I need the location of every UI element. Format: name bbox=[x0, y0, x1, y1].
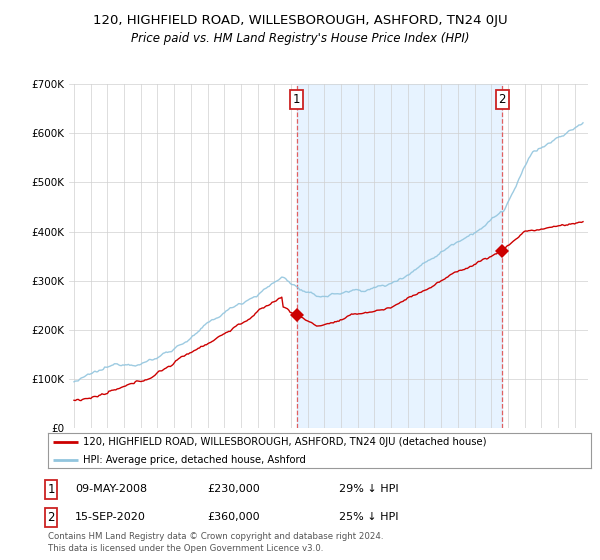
Text: 09-MAY-2008: 09-MAY-2008 bbox=[75, 484, 147, 494]
Bar bbox=[296, 84, 502, 428]
Text: 2: 2 bbox=[499, 93, 506, 106]
Text: Contains HM Land Registry data © Crown copyright and database right 2024.
This d: Contains HM Land Registry data © Crown c… bbox=[48, 532, 383, 553]
Text: 1: 1 bbox=[293, 93, 300, 106]
Text: HPI: Average price, detached house, Ashford: HPI: Average price, detached house, Ashf… bbox=[83, 455, 306, 465]
Text: 25% ↓ HPI: 25% ↓ HPI bbox=[339, 512, 398, 522]
Text: 2: 2 bbox=[47, 511, 55, 524]
Text: 1: 1 bbox=[47, 483, 55, 496]
Text: 120, HIGHFIELD ROAD, WILLESBOROUGH, ASHFORD, TN24 0JU (detached house): 120, HIGHFIELD ROAD, WILLESBOROUGH, ASHF… bbox=[83, 437, 487, 447]
Text: 120, HIGHFIELD ROAD, WILLESBOROUGH, ASHFORD, TN24 0JU: 120, HIGHFIELD ROAD, WILLESBOROUGH, ASHF… bbox=[92, 14, 508, 27]
Text: Price paid vs. HM Land Registry's House Price Index (HPI): Price paid vs. HM Land Registry's House … bbox=[131, 32, 469, 45]
Text: 15-SEP-2020: 15-SEP-2020 bbox=[75, 512, 146, 522]
Text: 29% ↓ HPI: 29% ↓ HPI bbox=[339, 484, 398, 494]
Text: £360,000: £360,000 bbox=[207, 512, 260, 522]
Text: £230,000: £230,000 bbox=[207, 484, 260, 494]
